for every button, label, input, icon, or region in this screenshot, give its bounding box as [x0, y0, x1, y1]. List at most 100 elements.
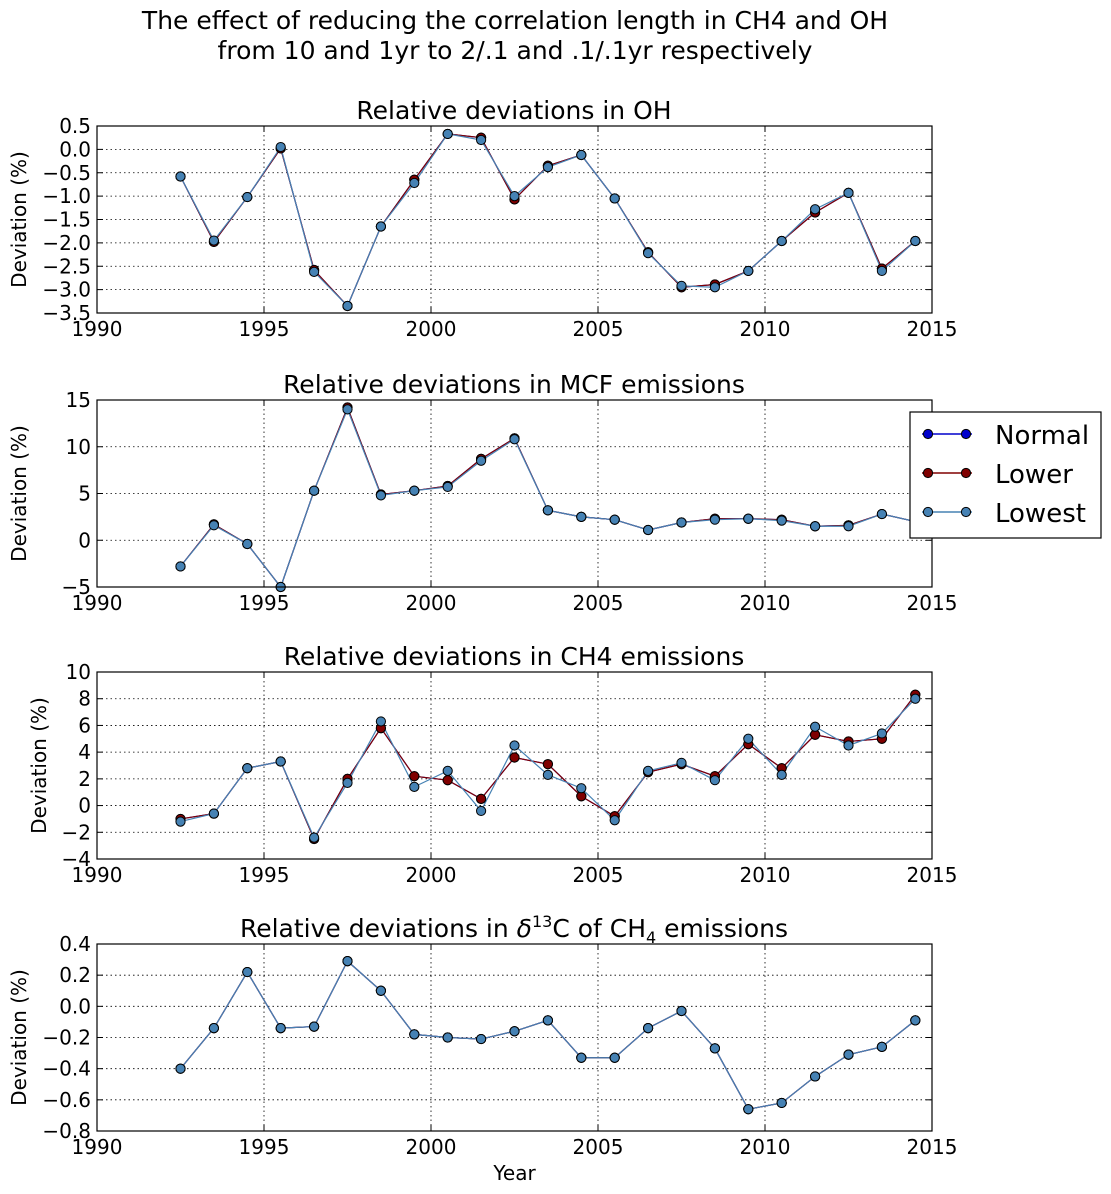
x-tick-label: 2015 — [907, 863, 958, 887]
data-point-lowest — [776, 515, 787, 526]
data-point-lowest — [509, 1026, 520, 1037]
data-point-lowest — [542, 162, 554, 173]
y-tick-label: −5 — [62, 575, 91, 599]
data-point-lowest — [876, 728, 888, 739]
y-tick-label: −0.8 — [42, 1119, 91, 1143]
data-point-lower — [476, 793, 487, 804]
data-point-lowest — [810, 1071, 821, 1082]
plot-frame — [96, 399, 933, 588]
y-tick-label: 2 — [78, 767, 91, 791]
data-point-lowest — [309, 485, 320, 496]
y-tick-label: 0.4 — [59, 932, 91, 956]
legend-marker-normal — [960, 428, 972, 440]
data-point-lowest — [375, 221, 386, 232]
title-part: δ — [517, 914, 532, 943]
data-point-lowest — [509, 191, 520, 202]
y-tick-label: 4 — [78, 740, 91, 764]
data-point-lower — [409, 771, 420, 782]
data-point-lowest — [876, 265, 888, 277]
y-tick-label: 10 — [66, 435, 91, 459]
data-point-lowest — [342, 777, 353, 788]
data-point-lowest — [643, 1023, 654, 1034]
x-tick-label: 2000 — [406, 1135, 457, 1159]
data-point-lowest — [743, 265, 754, 277]
data-point-lowest — [843, 521, 854, 532]
series-line-lower — [180, 405, 916, 589]
data-point-lowest — [208, 1023, 219, 1034]
data-point-lowest — [576, 511, 587, 522]
x-tick-label: 2005 — [573, 863, 624, 887]
y-tick-label: −0.4 — [42, 1057, 91, 1081]
x-tick-label: 1995 — [239, 1135, 290, 1159]
x-tick-label: 2000 — [406, 591, 457, 615]
y-tick-label: −1.5 — [42, 208, 91, 232]
series-line-lowest — [180, 407, 916, 589]
y-tick-label: −2.5 — [42, 254, 91, 278]
data-point-lowest — [676, 1005, 687, 1017]
data-point-lowest — [409, 177, 420, 189]
data-point-lowest — [342, 956, 353, 967]
data-point-lowest — [208, 808, 219, 819]
x-axis-label: Year — [492, 1161, 536, 1185]
chart-panel-1: 1990 1995 2000 2005 2010 2015 0.50.0−0.5−1.0−1… — [7, 96, 957, 341]
y-tick-label: 8 — [78, 687, 91, 711]
x-tick-label: 1995 — [239, 317, 290, 341]
data-point-lowest — [242, 966, 253, 978]
data-point-lowest — [509, 434, 520, 445]
y-tick-label: −2.0 — [42, 231, 91, 255]
y-axis-label: Deviation (%) — [7, 425, 31, 562]
legend-box — [909, 411, 1102, 539]
data-point-lowest — [242, 763, 253, 774]
chart-panel-2: 1990 1995 2000 2005 2010 2015 15 10 5 0 −5 Relative… — [7, 370, 957, 615]
y-tick-label: 5 — [78, 482, 91, 506]
data-point-lowest — [709, 282, 721, 293]
data-point-lowest — [409, 485, 420, 496]
x-tick-label: 2010 — [740, 863, 791, 887]
title-part: 13 — [532, 912, 552, 931]
data-point-lowest — [810, 204, 821, 215]
y-tick-label: 15 — [66, 388, 91, 412]
x-tick-label: 2005 — [573, 591, 624, 615]
y-tick-label: −1.0 — [42, 184, 91, 208]
y-tick-label: 0 — [78, 794, 91, 818]
x-tick-label: 2005 — [573, 1135, 624, 1159]
data-point-lowest — [743, 1104, 754, 1115]
figure-title-line-2: from 10 and 1yr to 2/.1 and .1/.1yr resp… — [217, 36, 813, 65]
data-point-lowest — [810, 721, 821, 732]
data-point-lowest — [542, 1015, 554, 1026]
data-point-lowest — [275, 756, 286, 767]
data-point-lowest — [476, 455, 487, 466]
y-tick-label: 0.0 — [59, 137, 91, 161]
data-point-lowest — [375, 490, 386, 501]
title-part: 4 — [646, 928, 656, 947]
data-point-lowest — [442, 1032, 453, 1043]
x-tick-label: 2000 — [406, 317, 457, 341]
x-tick-label: 2010 — [740, 317, 791, 341]
series-line-lowest — [180, 960, 916, 1110]
data-point-lowest — [643, 765, 654, 776]
data-point-lowest — [409, 1029, 420, 1040]
legend-marker-lower — [922, 467, 934, 479]
data-point-lowest — [609, 514, 620, 525]
data-point-lowest — [876, 508, 888, 520]
data-point-lowest — [609, 815, 620, 826]
title-part: C of CH — [552, 914, 646, 943]
data-point-lowest — [476, 134, 487, 146]
data-point-lowest — [542, 769, 554, 780]
y-tick-label: 0.5 — [59, 114, 91, 138]
title-space — [509, 914, 517, 943]
data-point-lowest — [175, 171, 186, 182]
data-point-lowest — [576, 783, 587, 794]
data-point-lowest — [843, 187, 854, 198]
plot-frame — [96, 943, 933, 1132]
data-point-lowest — [375, 985, 386, 996]
y-axis-label: Deviation (%) — [27, 697, 51, 834]
data-point-lowest — [342, 300, 353, 312]
data-point-lowest — [309, 1021, 320, 1032]
figure-title-line-1: The effect of reducing the correlation l… — [141, 6, 889, 35]
data-point-lowest — [810, 521, 821, 532]
x-tick-label: 1990 — [72, 1135, 123, 1159]
data-point-lowest — [743, 733, 754, 744]
legend-marker-lower — [960, 467, 972, 479]
y-tick-label: 0.2 — [59, 963, 91, 987]
